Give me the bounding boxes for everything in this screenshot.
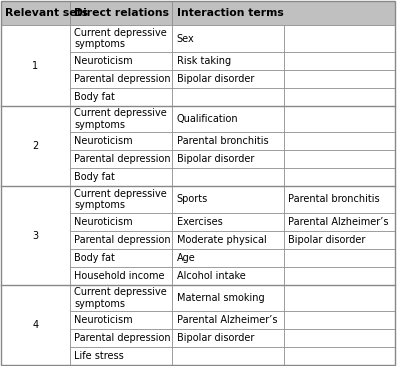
- Text: Bipolar disorder: Bipolar disorder: [176, 74, 254, 84]
- Text: Current depressive
symptoms: Current depressive symptoms: [74, 188, 167, 210]
- Bar: [283, 231, 393, 249]
- Text: Relevant sets: Relevant sets: [5, 8, 88, 18]
- Bar: [70, 329, 172, 347]
- Bar: [172, 132, 283, 150]
- Text: Neuroticism: Neuroticism: [74, 136, 133, 146]
- Text: Body fat: Body fat: [74, 172, 115, 182]
- Text: Neuroticism: Neuroticism: [74, 315, 133, 325]
- Bar: [283, 311, 393, 329]
- Bar: [172, 150, 283, 168]
- Text: Parental depression: Parental depression: [74, 333, 171, 343]
- Bar: [172, 311, 283, 329]
- Bar: [172, 26, 283, 52]
- Text: Parental depression: Parental depression: [74, 74, 171, 84]
- Text: Alcohol intake: Alcohol intake: [176, 271, 245, 281]
- Bar: [70, 168, 172, 186]
- Bar: [283, 70, 393, 88]
- Bar: [172, 1, 393, 26]
- Text: 1: 1: [32, 61, 38, 71]
- Bar: [70, 150, 172, 168]
- Text: Sex: Sex: [176, 34, 194, 44]
- Bar: [70, 26, 172, 52]
- Bar: [70, 88, 172, 106]
- Text: Qualification: Qualification: [176, 114, 238, 124]
- Bar: [172, 249, 283, 267]
- Text: Body fat: Body fat: [74, 92, 115, 102]
- Bar: [172, 231, 283, 249]
- Bar: [283, 213, 393, 231]
- Bar: [70, 52, 172, 70]
- Text: Parental Alzheimer’s: Parental Alzheimer’s: [288, 217, 388, 227]
- Bar: [283, 186, 393, 213]
- Text: Current depressive
symptoms: Current depressive symptoms: [74, 287, 167, 309]
- Text: Sports: Sports: [176, 194, 207, 205]
- Bar: [172, 186, 283, 213]
- Bar: [70, 213, 172, 231]
- Bar: [70, 249, 172, 267]
- Bar: [172, 213, 283, 231]
- Bar: [172, 168, 283, 186]
- Text: 2: 2: [32, 141, 38, 151]
- Text: Bipolar disorder: Bipolar disorder: [288, 235, 365, 245]
- Text: Life stress: Life stress: [74, 351, 124, 361]
- Bar: [283, 52, 393, 70]
- Bar: [283, 329, 393, 347]
- Bar: [70, 267, 172, 285]
- Text: Parental depression: Parental depression: [74, 154, 171, 164]
- Bar: [283, 150, 393, 168]
- Bar: [70, 106, 172, 132]
- Text: Parental Alzheimer’s: Parental Alzheimer’s: [176, 315, 276, 325]
- Text: Risk taking: Risk taking: [176, 56, 230, 66]
- Bar: [70, 285, 172, 311]
- Bar: [172, 70, 283, 88]
- Bar: [70, 347, 172, 365]
- Bar: [283, 285, 393, 311]
- Text: Neuroticism: Neuroticism: [74, 56, 133, 66]
- Bar: [172, 267, 283, 285]
- Bar: [283, 249, 393, 267]
- Text: Moderate physical: Moderate physical: [176, 235, 266, 245]
- Bar: [70, 311, 172, 329]
- Text: Age: Age: [176, 253, 195, 263]
- Bar: [1, 106, 70, 186]
- Bar: [283, 88, 393, 106]
- Text: Parental bronchitis: Parental bronchitis: [176, 136, 268, 146]
- Bar: [283, 26, 393, 52]
- Bar: [283, 106, 393, 132]
- Bar: [283, 132, 393, 150]
- Bar: [283, 168, 393, 186]
- Text: Maternal smoking: Maternal smoking: [176, 293, 264, 303]
- Bar: [1, 1, 70, 26]
- Bar: [172, 106, 283, 132]
- Text: 3: 3: [32, 231, 38, 240]
- Bar: [283, 267, 393, 285]
- Bar: [70, 132, 172, 150]
- Text: Exercises: Exercises: [176, 217, 222, 227]
- Text: Bipolar disorder: Bipolar disorder: [176, 154, 254, 164]
- Bar: [1, 186, 70, 285]
- Bar: [172, 347, 283, 365]
- Text: Parental bronchitis: Parental bronchitis: [288, 194, 379, 205]
- Text: Neuroticism: Neuroticism: [74, 217, 133, 227]
- Bar: [172, 329, 283, 347]
- Bar: [70, 1, 172, 26]
- Bar: [172, 88, 283, 106]
- Bar: [172, 285, 283, 311]
- Bar: [1, 26, 70, 106]
- Text: Household income: Household income: [74, 271, 164, 281]
- Text: Interaction terms: Interaction terms: [176, 8, 283, 18]
- Text: Parental depression: Parental depression: [74, 235, 171, 245]
- Text: 4: 4: [32, 320, 38, 330]
- Bar: [70, 70, 172, 88]
- Text: Current depressive
symptoms: Current depressive symptoms: [74, 108, 167, 130]
- Bar: [1, 285, 70, 365]
- Text: Bipolar disorder: Bipolar disorder: [176, 333, 254, 343]
- Text: Body fat: Body fat: [74, 253, 115, 263]
- Bar: [172, 52, 283, 70]
- Bar: [70, 231, 172, 249]
- Text: Direct relations: Direct relations: [74, 8, 169, 18]
- Bar: [70, 186, 172, 213]
- Text: Current depressive
symptoms: Current depressive symptoms: [74, 28, 167, 49]
- Bar: [283, 347, 393, 365]
